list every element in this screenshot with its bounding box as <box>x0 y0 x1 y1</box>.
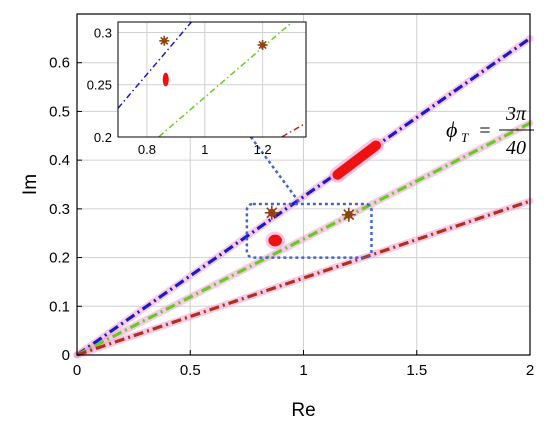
axis-ticks: 0 0.5 1 1.5 2 0 0.1 0.2 0.3 0.4 0.5 0.6 <box>49 55 534 379</box>
star-markers <box>264 205 356 222</box>
star-marker <box>341 207 356 222</box>
inset-x-tick-label: 1.2 <box>254 142 272 157</box>
series-line <box>76 121 531 357</box>
y-tick-label: 0 <box>62 347 70 364</box>
star-marker <box>159 35 170 46</box>
star-marker <box>257 40 268 50</box>
y-tick-label: 0.1 <box>49 298 70 315</box>
y-axis-label: Im <box>20 174 41 195</box>
y-tick-label: 0.3 <box>49 201 70 218</box>
x-tick-label: 1.5 <box>406 362 427 379</box>
cluster-lower <box>268 234 282 247</box>
inset-series-line <box>157 22 294 137</box>
y-tick-label: 0.4 <box>49 152 70 169</box>
series-lines <box>76 37 531 357</box>
inset-y-tick-label: 0.2 <box>94 130 112 145</box>
star-marker <box>264 205 279 220</box>
inset-content <box>118 22 306 137</box>
cluster-upper <box>332 140 381 180</box>
star-stroke <box>266 207 278 219</box>
inset-y-tick-label: 0.3 <box>94 25 112 40</box>
phi-annotation: ϕ T = 3π 40 <box>446 103 534 159</box>
star-stroke <box>343 209 355 221</box>
line-halo <box>73 197 534 359</box>
x-tick-label: 2 <box>526 362 534 379</box>
y-tick-label: 0.6 <box>49 55 70 72</box>
fraction-numerator: 3π <box>505 103 527 125</box>
inset-y-tick-label: 0.25 <box>87 78 112 93</box>
x-tick-label: 0.5 <box>180 362 201 379</box>
inset-x-tick-label: 1 <box>201 142 208 157</box>
point-clusters <box>265 137 384 250</box>
equals-sign: = <box>478 120 492 142</box>
y-tick-label: 0.2 <box>49 250 70 267</box>
inset-background <box>118 22 306 137</box>
zoom-box <box>245 202 373 259</box>
star-stroke <box>258 40 267 50</box>
phi-symbol: ϕ <box>446 117 457 142</box>
fraction-denominator: 40 <box>506 137 526 159</box>
x-tick-label: 0 <box>73 362 81 379</box>
inset-x-tick-label: 0.8 <box>138 142 156 157</box>
y-tick-label: 0.5 <box>49 103 70 120</box>
x-axis-label: Re <box>291 400 315 421</box>
phi-subscript: T <box>461 130 469 145</box>
series-line <box>76 37 531 357</box>
inset-frame <box>117 21 307 138</box>
star-stroke <box>160 36 169 45</box>
x-tick-label: 1 <box>299 362 307 379</box>
inset-cluster <box>162 72 169 87</box>
inset-plot: 0.8 1 1.2 0.2 0.25 0.3 <box>87 21 307 157</box>
